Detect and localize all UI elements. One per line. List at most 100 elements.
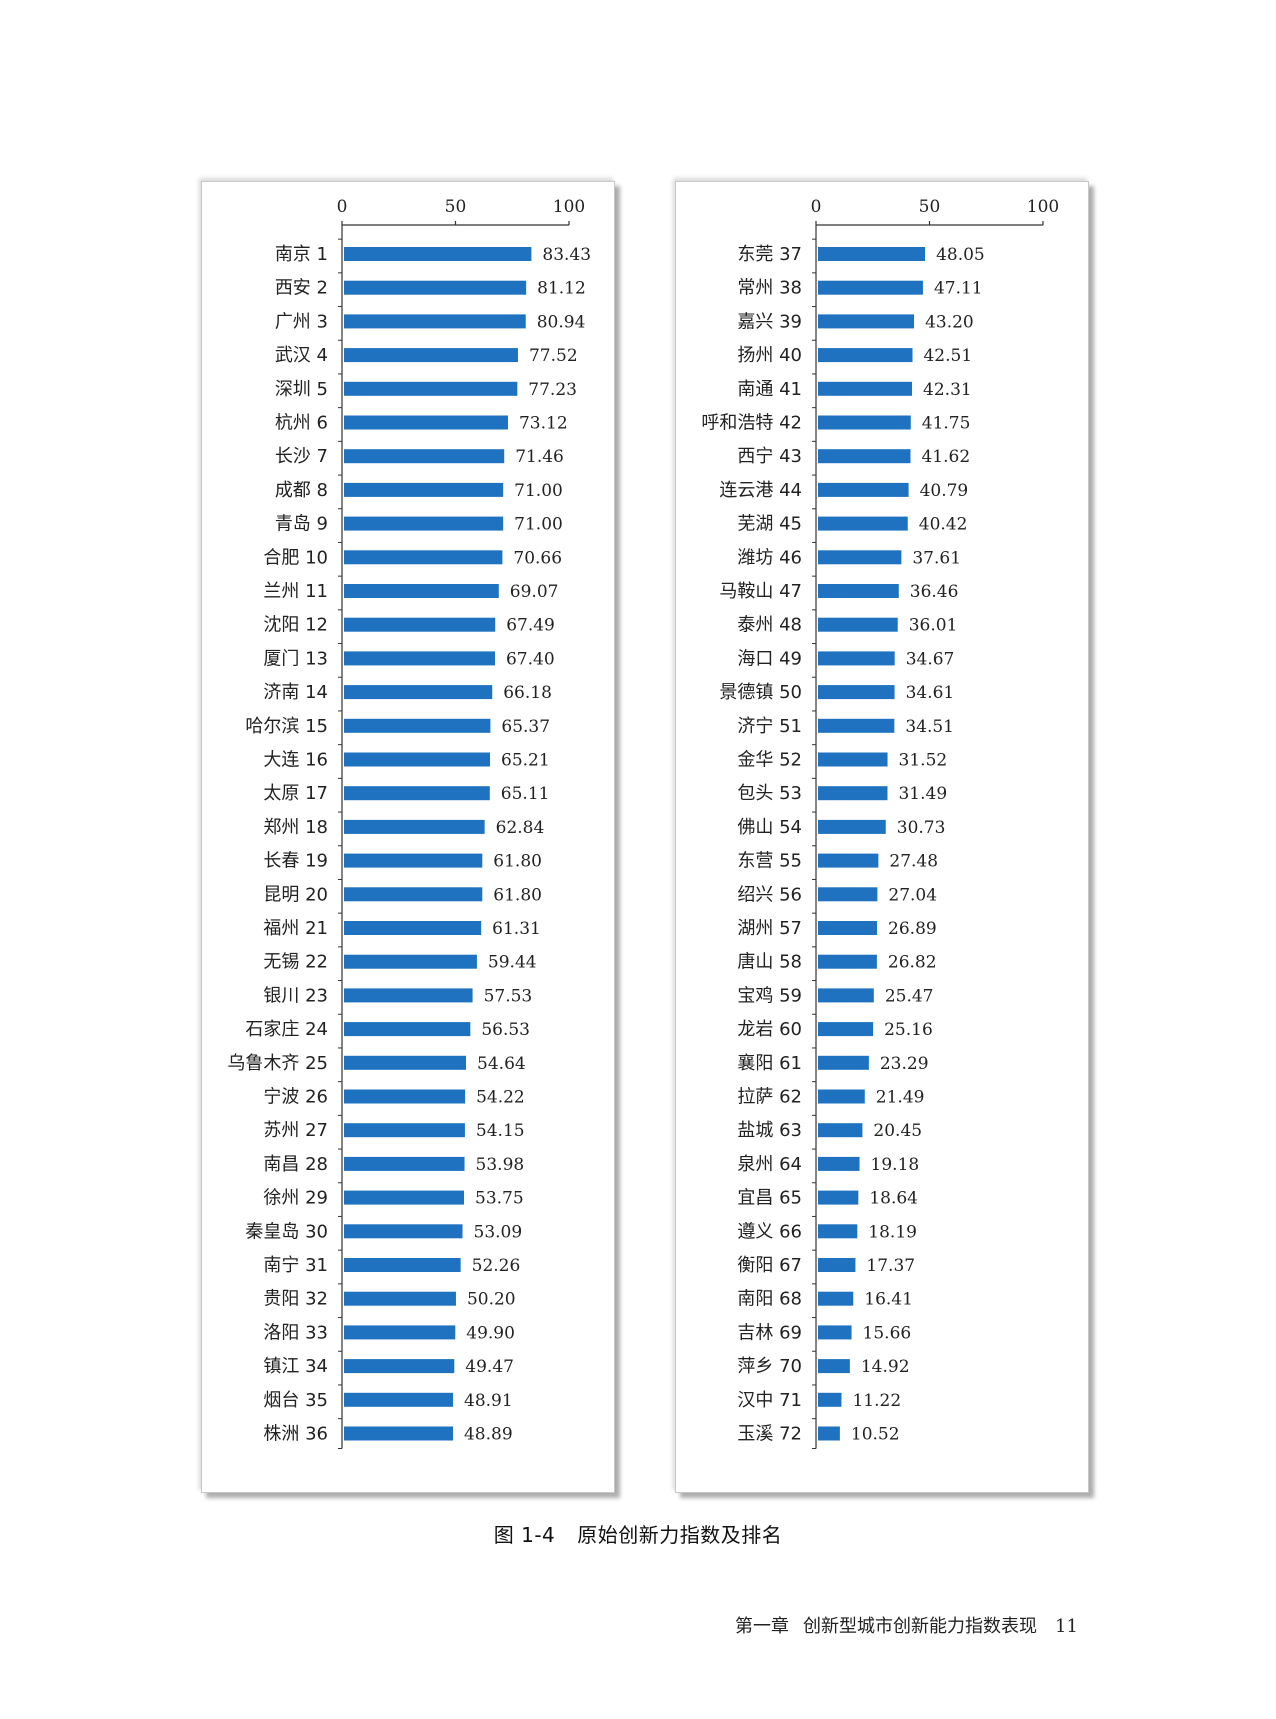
bar-left xyxy=(344,853,483,868)
category-label-left: 太原 17 xyxy=(263,783,328,804)
page-number: 11 xyxy=(1055,1616,1078,1637)
bar-right xyxy=(818,954,877,969)
bar-right xyxy=(818,1089,865,1104)
category-label-right: 潍坊 46 xyxy=(737,547,802,568)
value-label-right: 16.41 xyxy=(864,1290,913,1310)
bar-chart-left: 0 50 100 南京 1 83.43 西安 2 81.12 广州 3 80.94 武汉 4 77.… xyxy=(227,197,591,1449)
value-label-right: 47.11 xyxy=(934,279,983,299)
value-label-right: 40.79 xyxy=(920,481,969,501)
bar-left xyxy=(344,550,503,565)
category-label-right: 吉林 69 xyxy=(737,1322,802,1343)
chart-panel-right: 0 50 100 东莞 37 48.05 常州 38 47.11 嘉兴 39 43.20 扬州 4… xyxy=(675,181,1089,1493)
x-tick-label: 0 xyxy=(337,197,348,217)
value-label-left: 56.53 xyxy=(481,1020,530,1040)
category-label-left: 广州 3 xyxy=(275,311,328,332)
value-label-left: 81.12 xyxy=(537,279,586,299)
bar-right xyxy=(818,921,878,935)
value-label-left: 59.44 xyxy=(488,953,537,973)
value-label-left: 49.90 xyxy=(466,1323,515,1343)
value-label-left: 53.75 xyxy=(475,1189,524,1209)
value-label-left: 62.84 xyxy=(496,818,545,838)
bar-right xyxy=(818,651,895,666)
category-label-left: 合肥 10 xyxy=(263,547,328,568)
value-label-right: 34.61 xyxy=(906,683,955,703)
bar-right xyxy=(818,1190,859,1205)
bar-left xyxy=(344,1089,466,1104)
category-label-left: 南宁 31 xyxy=(263,1255,328,1276)
bar-left xyxy=(344,1055,467,1070)
category-label-right: 宜昌 65 xyxy=(737,1188,802,1209)
bar-right xyxy=(818,1055,869,1070)
bar-right xyxy=(818,1224,858,1239)
category-label-left: 烟台 35 xyxy=(263,1390,328,1411)
category-label-right: 汉中 71 xyxy=(737,1390,802,1411)
category-label-right: 遵义 66 xyxy=(737,1221,802,1242)
bar-left xyxy=(344,1359,455,1374)
bar-right xyxy=(818,482,909,497)
bar-left xyxy=(344,247,532,261)
bar-right xyxy=(818,1426,840,1441)
category-label-right: 东莞 37 xyxy=(737,244,802,265)
value-label-left: 53.98 xyxy=(476,1155,525,1175)
value-label-left: 77.52 xyxy=(529,346,578,366)
category-label-left: 株洲 36 xyxy=(263,1424,328,1445)
bar-left xyxy=(344,280,527,295)
value-label-right: 42.31 xyxy=(923,380,972,400)
value-label-left: 67.40 xyxy=(506,649,555,669)
bar-right xyxy=(818,550,902,565)
value-label-right: 19.18 xyxy=(871,1155,920,1175)
bar-left xyxy=(344,1426,453,1441)
value-label-right: 20.45 xyxy=(873,1121,922,1141)
bar-left xyxy=(344,516,504,531)
bar-right xyxy=(818,752,888,767)
x-tick-label: 100 xyxy=(553,197,585,217)
category-label-right: 盐城 63 xyxy=(737,1120,802,1141)
value-label-left: 83.43 xyxy=(542,245,591,265)
category-label-left: 福州 21 xyxy=(263,918,328,939)
bar-left xyxy=(344,954,477,969)
value-label-right: 34.67 xyxy=(906,649,955,669)
value-label-left: 71.00 xyxy=(514,481,563,501)
figure-caption: 图 1-4 原始创新力指数及排名 xyxy=(0,1519,1276,1548)
value-label-left: 49.47 xyxy=(465,1357,514,1377)
value-label-left: 54.22 xyxy=(476,1088,525,1108)
value-label-right: 17.37 xyxy=(866,1256,915,1276)
value-label-right: 14.92 xyxy=(861,1357,910,1377)
bar-right xyxy=(818,1359,850,1374)
category-label-right: 宝鸡 59 xyxy=(737,985,802,1006)
category-label-right: 玉溪 72 xyxy=(737,1424,802,1445)
bar-right xyxy=(818,1392,842,1407)
figure-number: 图 1-4 xyxy=(493,1523,556,1547)
value-label-right: 34.51 xyxy=(905,717,954,737)
value-label-right: 31.49 xyxy=(898,784,947,804)
category-label-right: 衡阳 67 xyxy=(737,1255,802,1276)
value-label-left: 65.21 xyxy=(501,751,550,771)
value-label-right: 30.73 xyxy=(897,818,946,838)
bar-left xyxy=(344,482,504,497)
value-label-right: 23.29 xyxy=(880,1054,929,1074)
category-label-left: 徐州 29 xyxy=(263,1188,328,1209)
category-label-right: 景德镇 50 xyxy=(719,682,802,703)
category-label-right: 金华 52 xyxy=(737,750,802,771)
bar-left xyxy=(344,887,483,902)
value-label-left: 61.31 xyxy=(492,919,541,939)
bar-left xyxy=(344,1291,456,1306)
x-tick-label: 50 xyxy=(919,197,941,217)
value-label-right: 37.61 xyxy=(912,548,961,568)
bar-left xyxy=(344,584,499,598)
bar-left xyxy=(344,786,490,801)
bar-left xyxy=(344,1224,463,1239)
bar-left xyxy=(344,348,518,363)
category-label-left: 秦皇岛 30 xyxy=(245,1221,328,1242)
bar-left xyxy=(344,1392,454,1407)
bar-left xyxy=(344,1190,465,1205)
value-label-left: 52.26 xyxy=(472,1256,521,1276)
bar-left xyxy=(344,415,508,430)
category-label-right: 南阳 68 xyxy=(737,1289,802,1310)
category-label-right: 绍兴 56 xyxy=(737,884,802,905)
category-label-left: 无锡 22 xyxy=(263,952,328,973)
category-label-left: 昆明 20 xyxy=(263,884,328,905)
bar-left xyxy=(344,1022,471,1037)
value-label-right: 27.04 xyxy=(888,885,937,905)
bar-left xyxy=(344,718,491,733)
